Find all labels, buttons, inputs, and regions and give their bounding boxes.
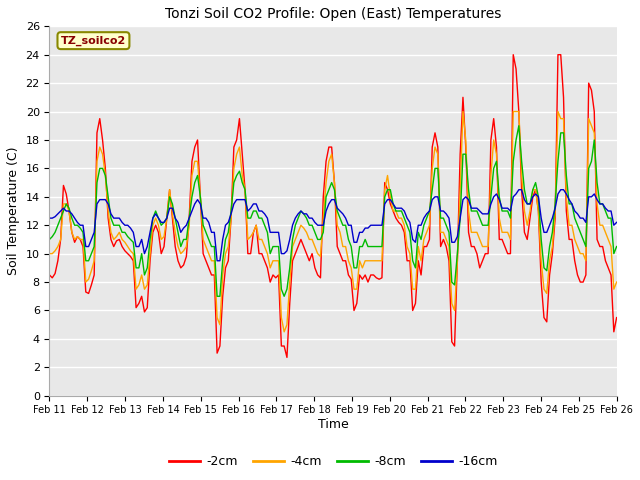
Title: Tonzi Soil CO2 Profile: Open (East) Temperatures: Tonzi Soil CO2 Profile: Open (East) Temp… bbox=[165, 7, 501, 21]
Y-axis label: Soil Temperature (C): Soil Temperature (C) bbox=[7, 147, 20, 275]
X-axis label: Time: Time bbox=[317, 418, 348, 431]
Legend: -2cm, -4cm, -8cm, -16cm: -2cm, -4cm, -8cm, -16cm bbox=[164, 450, 502, 473]
Text: TZ_soilco2: TZ_soilco2 bbox=[61, 36, 126, 46]
